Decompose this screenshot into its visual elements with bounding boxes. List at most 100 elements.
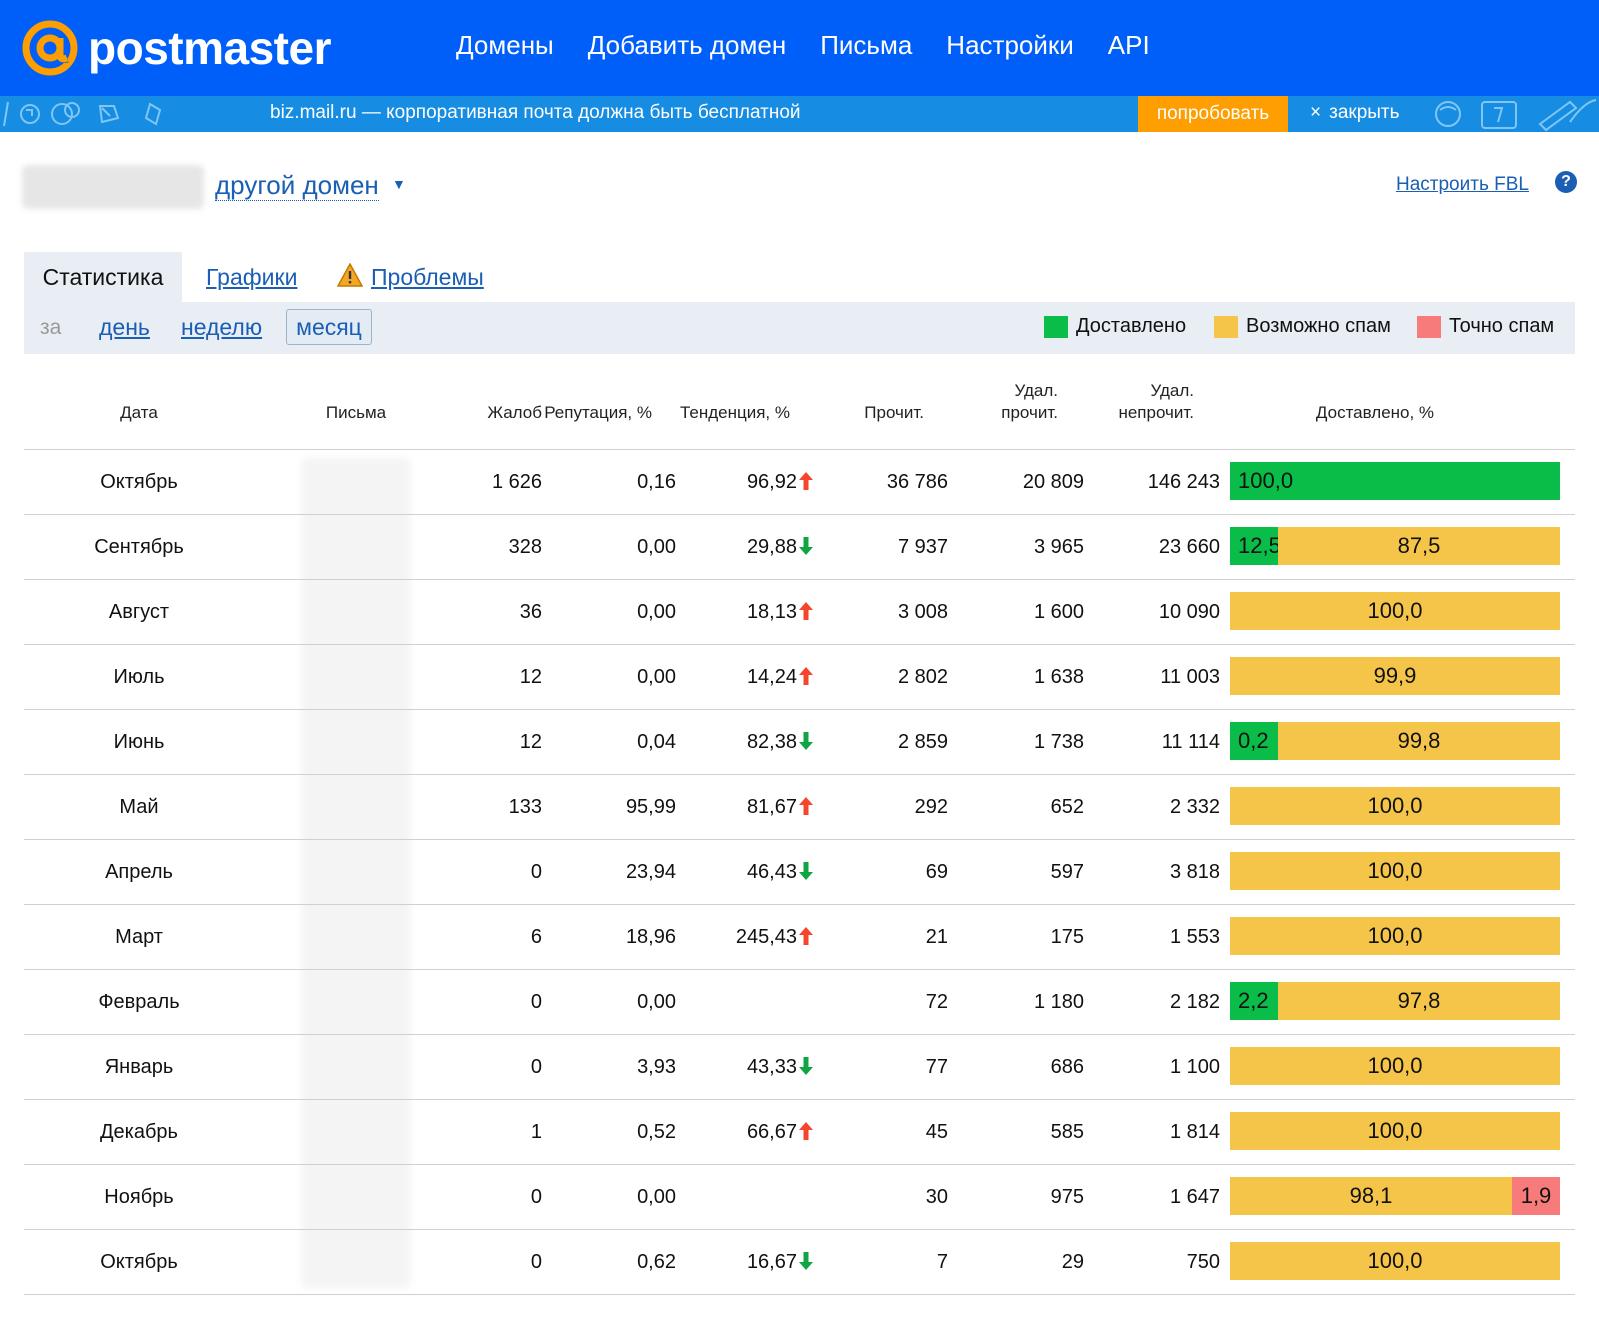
- cell-deleted-unread: 750: [1186, 1251, 1220, 1273]
- logo-text: postmaster: [88, 22, 331, 74]
- tab-problems[interactable]: Проблемы: [371, 264, 484, 290]
- postmaster-logo[interactable]: postmaster: [22, 20, 331, 76]
- column-header-deleted-read: Удал. прочит.: [1001, 381, 1058, 422]
- arrow-up-icon: [799, 927, 813, 945]
- cell-trend: 16,67: [688, 1251, 814, 1274]
- cell-month: Июль: [113, 666, 165, 688]
- cell-month: Июнь: [113, 731, 165, 753]
- cell-read: 36 786: [886, 471, 948, 493]
- letters-column-blurred: [302, 458, 410, 1288]
- cell-reputation: 23,94: [625, 861, 676, 883]
- cell-reputation: 0,62: [637, 1251, 676, 1273]
- nav-api[interactable]: API: [1107, 30, 1150, 60]
- nav-domains[interactable]: Домены: [456, 30, 554, 60]
- table-row: Июнь 12 0,04 82,38 2 859 1 738 11 114 0,…: [24, 710, 1575, 775]
- arrow-down-icon: [799, 1057, 813, 1075]
- cell-complaints: 328: [508, 536, 542, 558]
- table-row: Август 36 0,00 18,13 3 008 1 600 10 090 …: [24, 580, 1575, 645]
- cell-deleted-unread: 1 814: [1169, 1121, 1220, 1143]
- delivered-segment-green: 12,5: [1230, 527, 1278, 565]
- trend-value: 14,24: [746, 666, 797, 688]
- delivered-segment-yellow: 100,0: [1230, 1242, 1560, 1280]
- cell-complaints: 0: [530, 991, 542, 1013]
- cell-read: 292: [914, 796, 948, 818]
- cell-deleted-read: 1 738: [1033, 731, 1084, 753]
- cell-read: 2 802: [897, 666, 948, 688]
- cell-month: Февраль: [98, 991, 180, 1013]
- promo-close-button[interactable]: × закрыть: [1310, 102, 1400, 124]
- row-divider: [24, 1099, 1575, 1100]
- promo-try-button[interactable]: попробовать: [1138, 96, 1288, 132]
- trend-value: 43,33: [746, 1056, 797, 1078]
- cell-deleted-read: 1 600: [1033, 601, 1084, 623]
- cell-reputation: 0,52: [637, 1121, 676, 1143]
- delivered-bar: 0,2 99,8: [1230, 722, 1568, 760]
- cell-read: 7 937: [897, 536, 948, 558]
- cell-month: Май: [119, 796, 159, 818]
- tab-statistics[interactable]: Статистика: [24, 252, 182, 302]
- trend-value: 245,43: [735, 926, 797, 948]
- cell-read: 3 008: [897, 601, 948, 623]
- tab-charts[interactable]: Графики: [206, 264, 298, 290]
- column-header-reputation: Репутация, %: [544, 403, 652, 422]
- cell-complaints: 0: [530, 861, 542, 883]
- delivered-segment-yellow: 100,0: [1230, 1047, 1560, 1085]
- delivered-bar: 12,5 87,5: [1230, 527, 1568, 565]
- delivered-segment-green: 0,2: [1230, 722, 1278, 760]
- arrow-up-icon: [799, 1122, 813, 1140]
- cell-read: 21: [925, 926, 948, 948]
- cell-read: 72: [925, 991, 948, 1013]
- legend-swatch-green: [1044, 315, 1068, 338]
- legend-swatch-yellow: [1214, 315, 1238, 338]
- cell-trend: 82,38: [688, 731, 814, 754]
- delivered-bar: 100,0: [1230, 462, 1568, 500]
- legend-label: Точно спам: [1449, 315, 1555, 337]
- domain-selector[interactable]: другой домен: [215, 170, 379, 201]
- cell-read: 7: [936, 1251, 948, 1273]
- cell-reputation: 0,00: [637, 666, 676, 688]
- cell-read: 69: [925, 861, 948, 883]
- nav-settings[interactable]: Настройки: [946, 30, 1074, 60]
- cell-reputation: 18,96: [625, 926, 676, 948]
- row-divider: [24, 774, 1575, 775]
- legend-possible-spam: Возможно спам: [1214, 315, 1391, 338]
- help-icon[interactable]: ?: [1555, 171, 1577, 193]
- delivered-segment-yellow: 97,8: [1278, 982, 1560, 1020]
- cell-deleted-read: 652: [1050, 796, 1084, 818]
- row-divider: [24, 514, 1575, 515]
- row-divider: [24, 709, 1575, 710]
- nav-letters[interactable]: Письма: [820, 30, 913, 60]
- cell-trend: 46,43: [688, 861, 814, 884]
- configure-fbl-link[interactable]: Настроить FBL: [1396, 174, 1529, 195]
- cell-trend: 18,13: [688, 601, 814, 624]
- delivered-segment-green: 2,2: [1230, 982, 1278, 1020]
- nav-add-domain[interactable]: Добавить домен: [587, 30, 787, 60]
- cell-deleted-read: 175: [1050, 926, 1084, 948]
- table-row: Июль 12 0,00 14,24 2 802 1 638 11 003 99…: [24, 645, 1575, 710]
- cell-month: Август: [108, 601, 170, 623]
- legend-swatch-red: [1417, 315, 1441, 338]
- cell-month: Октябрь: [100, 471, 178, 493]
- promo-banner: biz.mail.ru — корпоративная почта должна…: [0, 96, 1599, 132]
- cell-deleted-read: 29: [1061, 1251, 1084, 1273]
- arrow-down-icon: [799, 732, 813, 750]
- cell-deleted-unread: 10 090: [1158, 601, 1220, 623]
- cell-deleted-read: 1 180: [1033, 991, 1084, 1013]
- period-month[interactable]: месяц: [286, 309, 372, 345]
- cell-month: Октябрь: [100, 1251, 178, 1273]
- chevron-down-icon[interactable]: ▼: [392, 176, 406, 192]
- row-divider: [24, 1034, 1575, 1035]
- table-row: Декабрь 1 0,52 66,67 45 585 1 814 100,0: [24, 1100, 1575, 1165]
- cell-deleted-read: 1 638: [1033, 666, 1084, 688]
- table-row: Январь 0 3,93 43,33 77 686 1 100 100,0: [24, 1035, 1575, 1100]
- delivered-bar: 100,0: [1230, 1242, 1568, 1280]
- legend-label: Возможно спам: [1246, 315, 1391, 337]
- period-day[interactable]: день: [99, 314, 150, 340]
- cell-complaints: 1: [530, 1121, 542, 1143]
- period-week[interactable]: неделю: [181, 314, 263, 340]
- table-row: Февраль 0 0,00 72 1 180 2 182 2,2 97,8: [24, 970, 1575, 1035]
- cell-trend: 245,43: [688, 926, 814, 949]
- cell-trend: 29,88: [688, 536, 814, 559]
- delivered-segment-yellow: 99,9: [1230, 657, 1560, 695]
- delivered-bar: 99,9: [1230, 657, 1568, 695]
